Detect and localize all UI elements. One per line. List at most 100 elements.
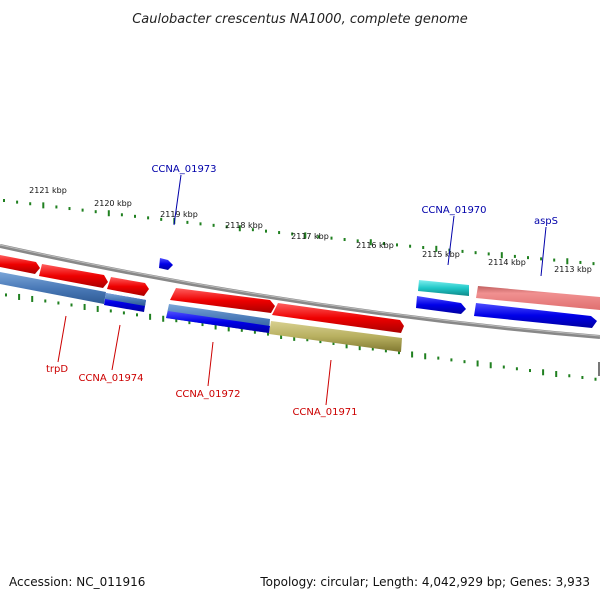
scale-tick xyxy=(345,342,348,349)
gene-label-ccna-01973[interactable]: CCNA_01973 xyxy=(151,164,216,175)
label-leader xyxy=(447,215,455,266)
scale-ticks xyxy=(3,198,597,381)
scale-tick xyxy=(16,200,19,204)
scale-tick xyxy=(5,293,7,297)
scale-tick xyxy=(240,328,243,332)
scale-tick xyxy=(317,235,320,239)
scale-tick xyxy=(382,242,385,246)
scale-tick xyxy=(238,225,241,232)
scale-tick xyxy=(18,293,21,300)
scale-tick xyxy=(356,239,359,243)
scale-tick xyxy=(120,213,123,217)
scale-tick xyxy=(253,330,256,334)
genome-title: Caulobacter crescentus NA1000, complete … xyxy=(132,12,468,27)
scale-tick xyxy=(293,334,296,341)
scale-tick xyxy=(186,220,189,224)
scale-tick xyxy=(330,236,333,240)
scale-tick xyxy=(358,344,361,351)
scale-tick xyxy=(437,356,440,360)
scale-tick xyxy=(160,217,163,221)
gene-feature-ccna-01974-faded[interactable] xyxy=(105,293,146,306)
scale-label: 2118 kbp xyxy=(225,221,263,230)
genome-summary-text: Topology: circular; Length: 4,042,929 bp… xyxy=(259,575,590,589)
scale-tick xyxy=(568,374,571,378)
scale-tick xyxy=(502,365,505,369)
genome-backbone xyxy=(0,244,600,339)
label-leader xyxy=(173,174,182,226)
scale-tick xyxy=(147,216,150,220)
scale-tick xyxy=(162,315,165,322)
gene-feature-asps[interactable] xyxy=(476,286,600,310)
gene-feature-forward[interactable] xyxy=(0,255,40,274)
scale-label: 2117 kbp xyxy=(291,232,329,241)
gene-label-ccna-01971[interactable]: CCNA_01971 xyxy=(292,407,357,418)
scale-tick xyxy=(304,232,307,239)
scale-tick xyxy=(225,225,228,229)
scale-tick xyxy=(450,358,453,362)
scale-tick xyxy=(553,258,556,262)
scale-tick xyxy=(306,338,309,342)
gene-feature-ccna-01973[interactable] xyxy=(159,258,173,270)
label-leader xyxy=(207,341,214,387)
scale-label: 2113 kbp xyxy=(554,265,592,274)
scale-tick xyxy=(175,319,178,323)
scale-label: 2114 kbp xyxy=(488,258,526,267)
scale-tick xyxy=(566,258,569,265)
scale-tick xyxy=(542,369,545,376)
gene-label-ccna-01970[interactable]: CCNA_01970 xyxy=(421,205,486,216)
gene-feature-reverse[interactable] xyxy=(416,296,466,314)
reverse-strand xyxy=(0,272,600,376)
scale-tick xyxy=(70,303,73,307)
scale-tick xyxy=(68,207,71,211)
scale-tick xyxy=(435,245,438,252)
scale-tick xyxy=(555,371,558,378)
scale-tick xyxy=(149,313,152,320)
gene-label-trpd[interactable]: trpD xyxy=(46,364,68,375)
accession-text: Accession: NC_011916 xyxy=(9,575,145,589)
gene-feature-ccna-01972-lower[interactable] xyxy=(166,311,270,333)
scale-tick xyxy=(42,202,45,209)
forward-strand xyxy=(0,255,600,333)
scale-tick xyxy=(369,239,372,246)
gene-feature-forward[interactable] xyxy=(39,264,108,288)
scale-tick xyxy=(136,313,138,317)
scale-tick xyxy=(267,332,269,336)
gene-feature-ccna-01971-forward[interactable] xyxy=(272,303,404,333)
gene-label-ccna-01974[interactable]: CCNA_01974 xyxy=(78,373,143,384)
scale-tick xyxy=(513,254,516,258)
genome-backbone-highlight xyxy=(0,244,600,337)
scale-tick xyxy=(107,210,110,217)
scale-tick xyxy=(55,205,58,209)
gene-label-ccna-01972[interactable]: CCNA_01972 xyxy=(175,389,240,400)
scale-label: 2116 kbp xyxy=(356,241,394,250)
scale-tick xyxy=(581,375,584,379)
scale-label: 2121 kbp xyxy=(29,186,67,195)
scale-tick xyxy=(529,369,531,373)
scale-tick xyxy=(265,229,267,233)
gene-feature-trpd[interactable] xyxy=(0,272,106,304)
gene-feature-forward[interactable] xyxy=(107,277,149,296)
scale-tick xyxy=(96,305,99,312)
scale-tick xyxy=(487,252,490,256)
scale-tick xyxy=(476,360,479,367)
scale-tick xyxy=(280,332,283,339)
scale-tick xyxy=(44,299,47,303)
scale-label: 2120 kbp xyxy=(94,199,132,208)
scale-tick xyxy=(384,349,387,353)
scale-tick xyxy=(527,256,529,260)
gene-feature-ccna-01971[interactable] xyxy=(269,321,402,352)
scale-tick xyxy=(424,353,427,360)
scale-tick xyxy=(489,362,492,369)
scale-tick xyxy=(3,198,5,202)
gene-label-asps[interactable]: aspS xyxy=(534,216,558,227)
scale-tick xyxy=(188,321,191,325)
scale-tick xyxy=(319,340,322,344)
scale-tick xyxy=(515,367,518,371)
scale-tick xyxy=(227,325,230,332)
gene-feature-forward[interactable] xyxy=(170,288,275,313)
gene-feature-ccna-01970[interactable] xyxy=(418,280,469,296)
scale-tick xyxy=(371,347,374,351)
gene-feature-reverse[interactable] xyxy=(474,303,597,328)
scale-tick xyxy=(83,303,86,310)
